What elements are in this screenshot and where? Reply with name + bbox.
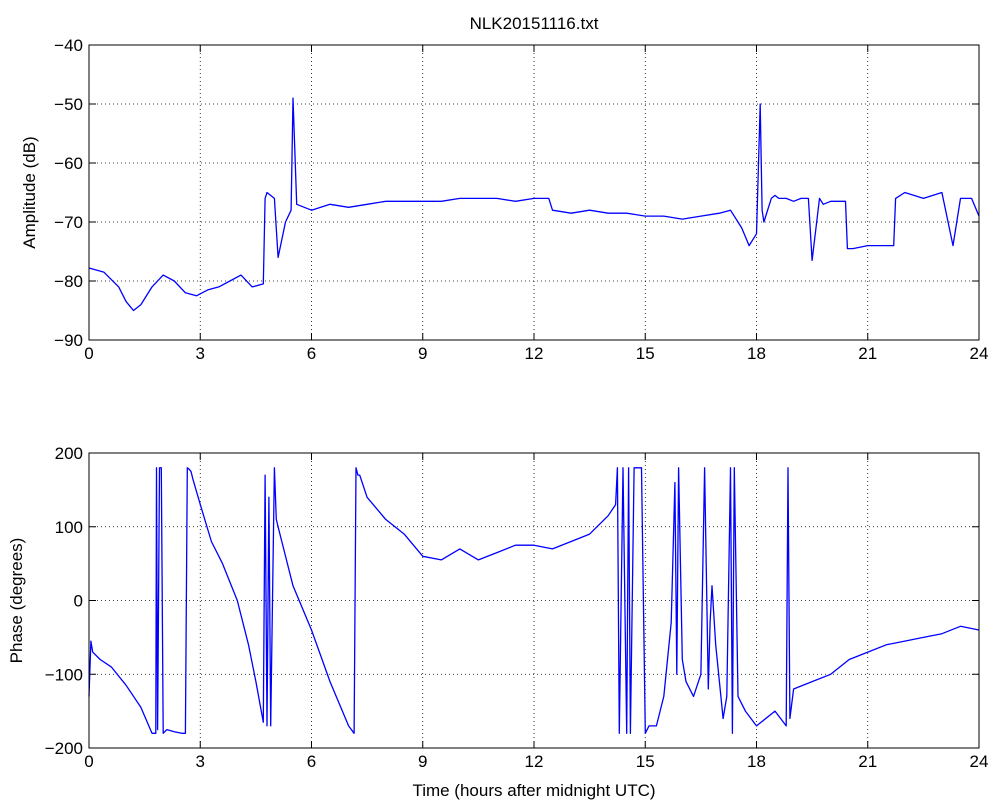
amplitude-x-tick-label: 6 <box>307 344 316 363</box>
amplitude-y-tick-label: −50 <box>54 95 83 114</box>
amplitude-x-tick-label: 9 <box>418 344 427 363</box>
amplitude-y-axis-label: Amplitude (dB) <box>20 136 39 248</box>
phase-x-tick-label: 18 <box>747 752 766 771</box>
phase-x-tick-label: 3 <box>196 752 205 771</box>
amplitude-x-tick-label: 18 <box>747 344 766 363</box>
amplitude-y-tick-label: −90 <box>54 331 83 350</box>
amplitude-y-tick-label: −70 <box>54 213 83 232</box>
phase-y-tick-label: −100 <box>45 665 83 684</box>
phase-x-tick-label: 24 <box>970 752 989 771</box>
phase-x-tick-label: 21 <box>858 752 877 771</box>
phase-y-tick-label: −200 <box>45 739 83 758</box>
phase-x-tick-label: 9 <box>418 752 427 771</box>
amplitude-y-tick-label: −40 <box>54 36 83 55</box>
amplitude-chart-title: NLK20151116.txt <box>470 14 599 33</box>
phase-y-tick-label: 200 <box>55 444 83 463</box>
phase-panel: 0 3 6 9 12 15 18 21 24 −200 −100 0 100 200 Phase (degr… <box>7 444 988 800</box>
amplitude-series-line <box>88 97 980 312</box>
phase-x-tick-label: 12 <box>525 752 544 771</box>
amplitude-x-tick-label: 21 <box>858 344 877 363</box>
amplitude-y-tick-label: −80 <box>54 272 83 291</box>
amplitude-plot-area <box>89 45 979 340</box>
phase-y-tick-label: 100 <box>55 518 83 537</box>
amplitude-x-tick-label: 24 <box>970 344 989 363</box>
phase-x-axis-label: Time (hours after midnight UTC) <box>412 781 655 800</box>
amplitude-x-tick-label: 15 <box>636 344 655 363</box>
amplitude-x-tick-label: 0 <box>84 344 93 363</box>
amplitude-panel: 0 3 6 9 12 15 18 21 24 −90 −80 −70 −60 −50 −40 NLK20151… <box>20 14 988 363</box>
amplitude-x-tick-label: 3 <box>196 344 205 363</box>
phase-x-tick-label: 0 <box>84 752 93 771</box>
phase-y-axis-label: Phase (degrees) <box>7 538 26 664</box>
phase-x-tick-label: 6 <box>307 752 316 771</box>
amplitude-x-tick-label: 12 <box>525 344 544 363</box>
phase-y-tick-label: 0 <box>74 592 83 611</box>
phase-x-tick-label: 15 <box>636 752 655 771</box>
phase-series-line <box>88 467 980 734</box>
amplitude-y-tick-label: −60 <box>54 154 83 173</box>
